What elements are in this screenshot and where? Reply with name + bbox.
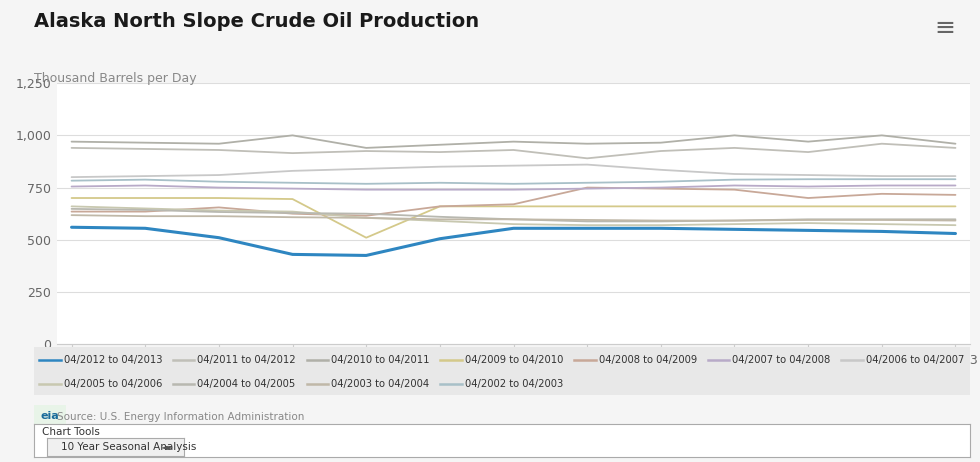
Text: 04/2009 to 04/2010: 04/2009 to 04/2010 [465,355,564,365]
Text: eia: eia [40,411,60,421]
Text: ≡: ≡ [935,16,956,40]
Text: 04/2006 to 04/2007: 04/2006 to 04/2007 [866,355,964,365]
Text: 04/2008 to 04/2009: 04/2008 to 04/2009 [599,355,697,365]
Text: Thousand Barrels per Day: Thousand Barrels per Day [34,72,197,85]
Text: 04/2002 to 04/2003: 04/2002 to 04/2003 [465,379,564,389]
Text: 04/2010 to 04/2011: 04/2010 to 04/2011 [331,355,429,365]
Text: 04/2005 to 04/2006: 04/2005 to 04/2006 [64,379,162,389]
Text: Source: U.S. Energy Information Administration: Source: U.S. Energy Information Administ… [57,412,304,422]
Text: Alaska North Slope Crude Oil Production: Alaska North Slope Crude Oil Production [34,12,479,30]
Text: 10 Year Seasonal Analysis: 10 Year Seasonal Analysis [61,442,196,452]
Text: 04/2003 to 04/2004: 04/2003 to 04/2004 [331,379,429,389]
Text: 04/2011 to 04/2012: 04/2011 to 04/2012 [197,355,296,365]
Text: 04/2007 to 04/2008: 04/2007 to 04/2008 [732,355,830,365]
Text: 04/2012 to 04/2013: 04/2012 to 04/2013 [64,355,163,365]
Text: 04/2004 to 04/2005: 04/2004 to 04/2005 [197,379,296,389]
Text: Chart Tools: Chart Tools [42,427,100,437]
Text: ◄►: ◄► [162,442,174,451]
